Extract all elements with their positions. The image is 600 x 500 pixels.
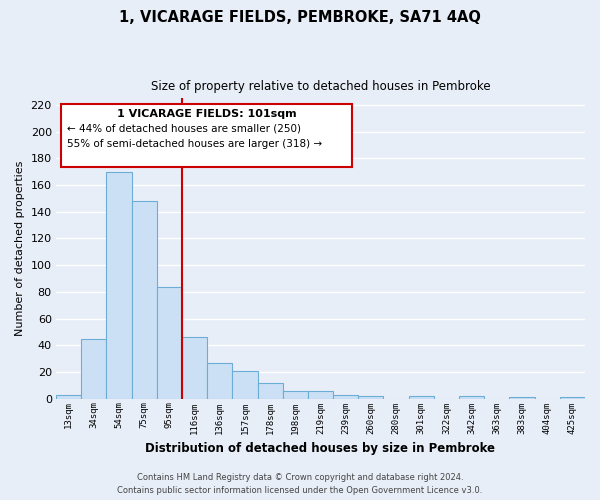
Bar	[157, 286, 182, 399]
Text: Contains HM Land Registry data © Crown copyright and database right 2024.
Contai: Contains HM Land Registry data © Crown c…	[118, 474, 482, 495]
Text: 55% of semi-detached houses are larger (318) →: 55% of semi-detached houses are larger (…	[67, 139, 322, 149]
Bar	[131, 201, 157, 398]
X-axis label: Distribution of detached houses by size in Pembroke: Distribution of detached houses by size …	[145, 442, 496, 455]
Bar	[308, 390, 333, 398]
Y-axis label: Number of detached properties: Number of detached properties	[15, 161, 25, 336]
Text: ← 44% of detached houses are smaller (250): ← 44% of detached houses are smaller (25…	[67, 124, 301, 134]
Bar	[283, 390, 308, 398]
Bar	[207, 362, 232, 398]
Text: 1, VICARAGE FIELDS, PEMBROKE, SA71 4AQ: 1, VICARAGE FIELDS, PEMBROKE, SA71 4AQ	[119, 10, 481, 25]
Bar	[333, 394, 358, 398]
Bar	[182, 337, 207, 398]
Bar	[106, 172, 131, 398]
Bar	[257, 382, 283, 398]
Bar	[232, 370, 257, 398]
Bar	[56, 394, 81, 398]
FancyBboxPatch shape	[61, 104, 352, 168]
Text: 1 VICARAGE FIELDS: 101sqm: 1 VICARAGE FIELDS: 101sqm	[117, 109, 296, 119]
Bar	[358, 396, 383, 398]
Bar	[81, 338, 106, 398]
Bar	[459, 396, 484, 398]
Title: Size of property relative to detached houses in Pembroke: Size of property relative to detached ho…	[151, 80, 490, 93]
Bar	[409, 396, 434, 398]
